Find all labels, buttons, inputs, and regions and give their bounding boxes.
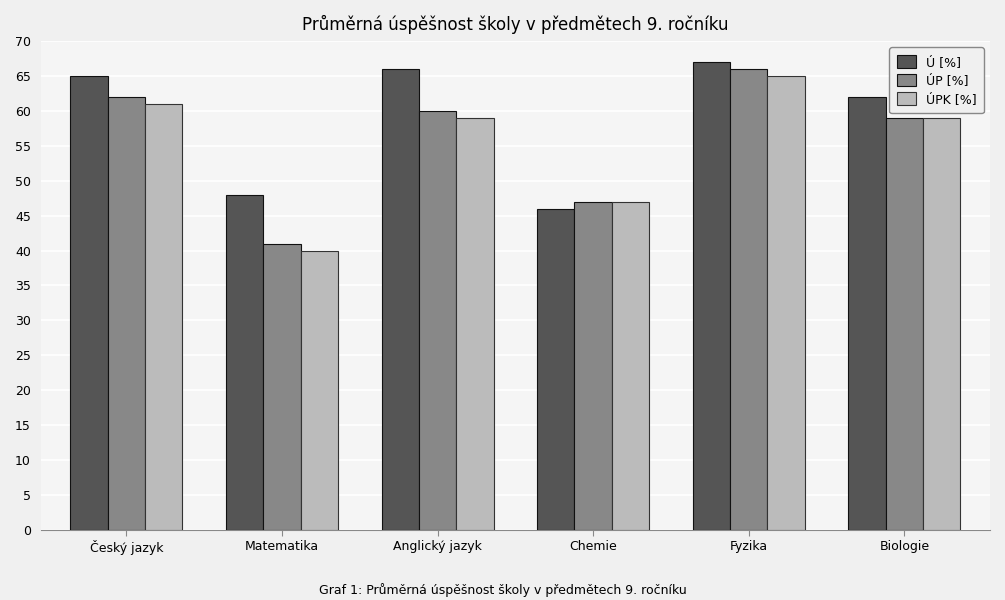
Bar [537, 209, 575, 530]
Bar [923, 118, 961, 530]
Bar [768, 76, 805, 530]
Bar [263, 244, 300, 530]
Title: Průměrná úspěšnost školy v předmětech 9. ročníku: Průměrná úspěšnost školy v předmětech 9.… [303, 15, 729, 34]
Bar [300, 251, 338, 530]
Bar [885, 118, 923, 530]
Bar [108, 97, 145, 530]
Bar [575, 202, 612, 530]
Bar [612, 202, 649, 530]
Bar [145, 104, 182, 530]
Bar [848, 97, 885, 530]
Bar [456, 118, 493, 530]
Bar [419, 111, 456, 530]
Legend: Ú [%], ÚP [%], ÚPK [%]: Ú [%], ÚP [%], ÚPK [%] [889, 47, 984, 113]
Bar [730, 69, 768, 530]
Bar [692, 62, 730, 530]
Bar [226, 194, 263, 530]
Bar [70, 76, 108, 530]
Text: Graf 1: Průměrná úspěšnost školy v předmětech 9. ročníku: Graf 1: Průměrná úspěšnost školy v předm… [319, 583, 686, 597]
Bar [382, 69, 419, 530]
